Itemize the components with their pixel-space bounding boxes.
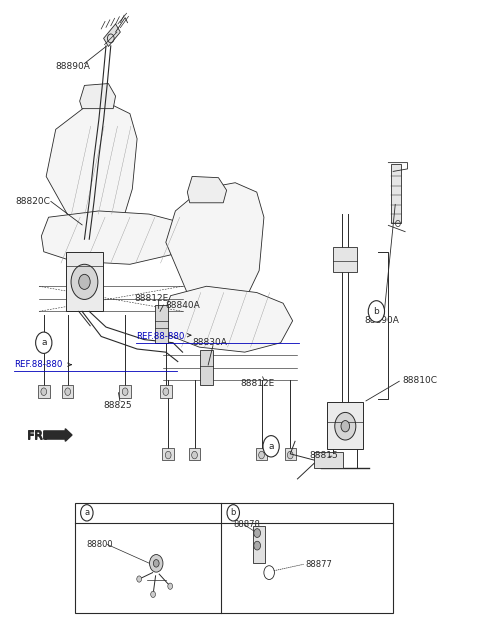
Polygon shape: [46, 104, 137, 233]
Circle shape: [192, 452, 197, 459]
Text: 88830A: 88830A: [192, 338, 227, 347]
Bar: [327, 403, 363, 450]
Text: FR.: FR.: [27, 430, 49, 443]
Bar: [314, 452, 343, 467]
Bar: [391, 164, 401, 223]
Bar: [75, 503, 393, 613]
Text: 88840A: 88840A: [166, 301, 201, 309]
Text: 88877: 88877: [305, 560, 332, 569]
Circle shape: [81, 504, 93, 521]
Circle shape: [263, 436, 279, 457]
Text: REF.88-880: REF.88-880: [136, 332, 184, 341]
Bar: [62, 386, 73, 398]
Circle shape: [168, 583, 173, 589]
Circle shape: [71, 264, 98, 299]
Bar: [162, 448, 174, 460]
Circle shape: [368, 301, 384, 322]
Polygon shape: [41, 211, 182, 264]
Circle shape: [65, 388, 71, 396]
Circle shape: [254, 528, 261, 537]
Bar: [66, 252, 103, 311]
Circle shape: [259, 452, 264, 459]
Text: 88810C: 88810C: [403, 376, 438, 385]
Text: a: a: [41, 338, 47, 347]
FancyArrow shape: [44, 429, 72, 442]
Text: 88812E: 88812E: [240, 379, 274, 388]
Text: 88820C: 88820C: [15, 197, 50, 206]
Bar: [285, 448, 296, 460]
Circle shape: [150, 555, 163, 572]
Polygon shape: [187, 176, 227, 203]
Bar: [256, 448, 267, 460]
Circle shape: [341, 421, 349, 432]
Bar: [160, 386, 171, 398]
Bar: [120, 386, 131, 398]
Circle shape: [41, 388, 47, 396]
Text: FR.: FR.: [27, 428, 49, 442]
Text: 88825: 88825: [104, 401, 132, 410]
Text: 88878: 88878: [233, 520, 260, 529]
Circle shape: [163, 388, 168, 396]
Text: 88812E: 88812E: [135, 294, 169, 303]
Circle shape: [254, 541, 261, 550]
Circle shape: [288, 452, 293, 459]
Bar: [333, 247, 357, 272]
Circle shape: [122, 388, 128, 396]
Circle shape: [151, 591, 156, 598]
Circle shape: [154, 560, 159, 567]
Polygon shape: [104, 24, 120, 47]
Circle shape: [137, 576, 142, 582]
Circle shape: [36, 332, 52, 353]
Bar: [38, 386, 49, 398]
Bar: [189, 448, 200, 460]
Bar: [200, 350, 213, 385]
Text: 88800: 88800: [87, 540, 113, 549]
Polygon shape: [163, 286, 293, 352]
Circle shape: [227, 504, 240, 521]
Circle shape: [335, 413, 356, 440]
Text: 88890A: 88890A: [364, 316, 399, 325]
Polygon shape: [80, 84, 116, 109]
Text: a: a: [84, 508, 89, 517]
Text: b: b: [373, 307, 379, 316]
Text: 88815: 88815: [310, 451, 338, 460]
Circle shape: [165, 452, 171, 459]
Bar: [156, 305, 168, 343]
Polygon shape: [166, 182, 264, 309]
Text: REF.88-880: REF.88-880: [14, 360, 62, 369]
Text: a: a: [268, 442, 274, 451]
Circle shape: [79, 274, 90, 289]
Bar: [253, 526, 265, 563]
Text: 88890A: 88890A: [56, 62, 91, 71]
Text: b: b: [230, 508, 236, 517]
